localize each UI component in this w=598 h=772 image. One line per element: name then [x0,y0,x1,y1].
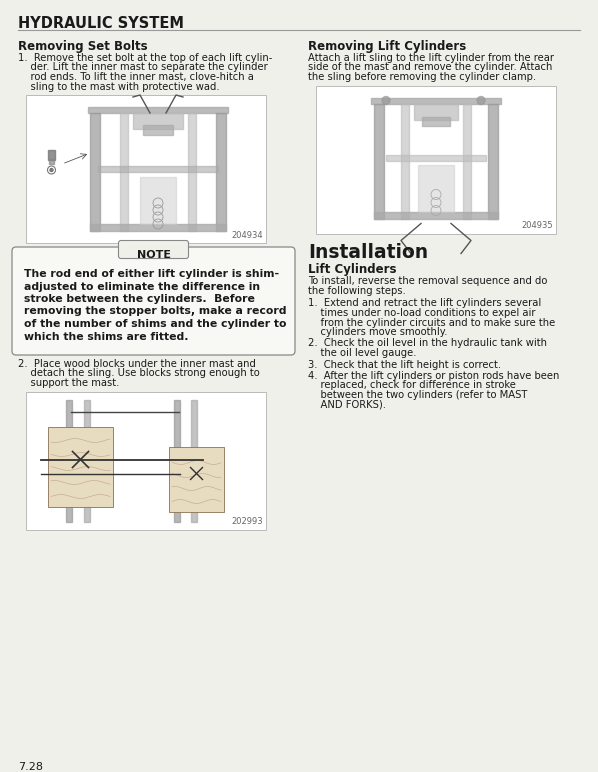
Bar [48,426,113,506]
Circle shape [382,96,390,104]
Bar [26,391,266,530]
Text: times under no-load conditions to expel air: times under no-load conditions to expel … [308,308,535,318]
Text: der. Lift the inner mast to separate the cylinder: der. Lift the inner mast to separate the… [18,63,268,73]
Bar [84,399,90,522]
Text: which the shims are fitted.: which the shims are fitted. [24,331,188,341]
Text: 2.  Check the oil level in the hydraulic tank with: 2. Check the oil level in the hydraulic … [308,338,547,348]
Text: 1.  Extend and retract the lift cylinders several: 1. Extend and retract the lift cylinders… [308,299,541,309]
Text: The rod end of either lift cylinder is shim-: The rod end of either lift cylinder is s… [24,269,279,279]
Bar [90,224,226,231]
Text: NOTE: NOTE [136,250,170,260]
Text: of the number of shims and the cylinder to: of the number of shims and the cylinder … [24,319,286,329]
Circle shape [477,96,485,104]
Text: adjusted to eliminate the difference in: adjusted to eliminate the difference in [24,282,260,292]
Text: Installation: Installation [308,243,428,262]
Bar [191,399,197,522]
Bar [371,97,501,103]
Text: Attach a lift sling to the lift cylinder from the rear: Attach a lift sling to the lift cylinder… [308,53,554,63]
Text: Removing Set Bolts: Removing Set Bolts [18,40,148,53]
Bar [422,117,450,126]
Bar [401,103,409,218]
Text: 204935: 204935 [521,222,553,231]
Text: removing the stopper bolts, make a record: removing the stopper bolts, make a recor… [24,306,286,317]
Text: Lift Cylinders: Lift Cylinders [308,263,396,276]
Text: sling to the mast with protective wad.: sling to the mast with protective wad. [18,82,219,92]
Text: the following steps.: the following steps. [308,286,406,296]
Text: the sling before removing the cylinder clamp.: the sling before removing the cylinder c… [308,72,536,82]
Text: 4.  After the lift cylinders or piston rods have been: 4. After the lift cylinders or piston ro… [308,371,559,381]
Text: Removing Lift Cylinders: Removing Lift Cylinders [308,40,466,53]
Bar [414,103,458,120]
Bar [374,103,384,218]
Bar [374,212,498,218]
Text: rod ends. To lift the inner mast, clove-hitch a: rod ends. To lift the inner mast, clove-… [18,72,254,82]
Bar [463,103,471,218]
Bar [488,103,498,218]
FancyBboxPatch shape [12,247,295,355]
Text: from the cylinder circuits and to make sure the: from the cylinder circuits and to make s… [308,317,556,327]
Circle shape [50,168,53,171]
Bar [26,95,266,243]
Text: 1.  Remove the set bolt at the top of each lift cylin-: 1. Remove the set bolt at the top of eac… [18,53,272,63]
Text: HYDRAULIC SYSTEM: HYDRAULIC SYSTEM [18,16,184,31]
Text: 3.  Check that the lift height is correct.: 3. Check that the lift height is correct… [308,360,501,370]
Text: 2.  Place wood blocks under the inner mast and: 2. Place wood blocks under the inner mas… [18,359,256,369]
Bar [216,113,226,231]
Bar [49,159,54,164]
Text: stroke between the cylinders.  Before: stroke between the cylinders. Before [24,294,255,304]
Text: 202993: 202993 [231,517,263,527]
Text: AND FORKS).: AND FORKS). [308,399,386,409]
Text: support the mast.: support the mast. [18,378,120,388]
Text: 204934: 204934 [231,231,263,240]
Bar [120,113,128,231]
Text: between the two cylinders (refer to MAST: between the two cylinders (refer to MAST [308,390,527,400]
Text: side of the mast and remove the cylinder. Attach: side of the mast and remove the cylinder… [308,63,553,73]
Bar [88,107,228,113]
Bar [188,113,196,231]
Text: detach the sling. Use blocks strong enough to: detach the sling. Use blocks strong enou… [18,368,260,378]
Bar [316,86,556,233]
Text: replaced, check for difference in stroke: replaced, check for difference in stroke [308,381,516,391]
Text: 7.28: 7.28 [18,762,43,772]
Bar [143,125,173,135]
FancyBboxPatch shape [118,241,188,259]
Bar [48,150,55,160]
Text: To install, reverse the removal sequence and do: To install, reverse the removal sequence… [308,276,547,286]
Bar [140,177,176,224]
Bar [418,165,454,212]
Bar [90,113,100,231]
Bar [169,446,224,512]
Bar [66,399,72,522]
Bar [133,113,183,129]
Bar [98,166,218,172]
Text: the oil level gauge.: the oil level gauge. [308,348,416,358]
Bar [386,155,486,161]
Bar [174,399,180,522]
Text: cylinders move smoothly.: cylinders move smoothly. [308,327,447,337]
